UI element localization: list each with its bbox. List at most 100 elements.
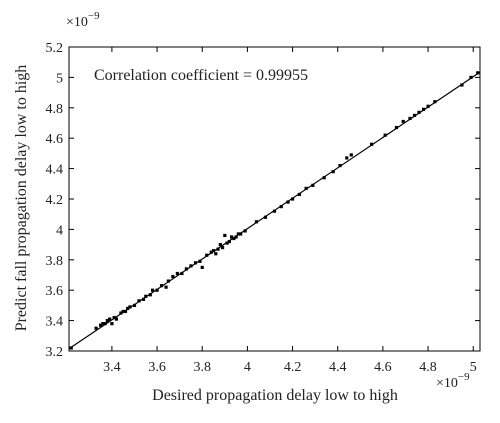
data-point — [123, 309, 128, 314]
x-tick-label: 3.6 — [148, 360, 166, 375]
data-point — [234, 235, 238, 239]
data-point — [155, 288, 159, 292]
data-point — [345, 156, 349, 160]
data-point — [216, 247, 220, 251]
data-point — [175, 271, 179, 276]
data-point — [286, 200, 290, 204]
x-tick-label: 5 — [470, 360, 477, 375]
data-point — [225, 241, 229, 245]
data-point — [426, 104, 430, 108]
y-tick-label: 5.2 — [46, 41, 64, 56]
y-axis-label: Predict fall propagation delay low to hi… — [13, 65, 30, 332]
data-point — [279, 205, 283, 209]
data-point — [211, 249, 216, 253]
data-point — [200, 265, 204, 269]
data-point — [150, 288, 155, 292]
data-point — [394, 125, 399, 130]
data-point — [469, 75, 473, 79]
x-tick-label: 3.4 — [103, 360, 121, 375]
data-point — [69, 346, 73, 350]
data-point — [304, 186, 308, 190]
data-point — [311, 183, 315, 187]
correlation-annotation: Correlation coefficient = 0.99955 — [94, 67, 308, 84]
data-point — [205, 253, 209, 257]
data-point — [236, 232, 240, 236]
x-tick-label: 4 — [244, 360, 251, 375]
data-point — [370, 142, 374, 146]
data-point — [408, 116, 412, 121]
x-tick-label: 4.2 — [284, 360, 302, 375]
data-point — [180, 271, 184, 276]
data-point — [112, 315, 116, 320]
y-tick-label: 4.6 — [46, 132, 64, 147]
x-axis-label: Desired propagation delay low to high — [152, 387, 398, 404]
data-point — [193, 261, 198, 265]
data-point — [164, 285, 168, 289]
data-point — [103, 322, 107, 326]
data-point — [460, 83, 464, 87]
y-tick-label: 5 — [56, 71, 63, 86]
data-point — [171, 274, 175, 279]
data-point — [433, 100, 437, 104]
data-point — [263, 215, 268, 219]
data-point — [338, 163, 342, 168]
data-point — [101, 322, 105, 326]
data-point — [144, 294, 148, 298]
data-point — [349, 153, 353, 157]
data-point — [108, 317, 112, 321]
data-point — [272, 209, 277, 213]
data-point — [229, 235, 234, 239]
data-point — [232, 236, 236, 241]
data-point — [218, 243, 222, 247]
data-point — [110, 322, 114, 326]
y-tick-label: 3.2 — [46, 345, 64, 360]
data-point — [132, 303, 137, 307]
data-point — [148, 293, 152, 297]
data-point — [412, 113, 417, 117]
y-tick-label: 4.4 — [46, 163, 64, 178]
data-point — [322, 176, 326, 180]
data-point — [99, 323, 103, 327]
data-point — [383, 133, 387, 137]
x-tick-label: 4.6 — [374, 360, 392, 375]
y-axis-multiplier: ×10−9 — [66, 10, 100, 30]
x-axis-multiplier: ×10−9 — [436, 371, 470, 391]
data-point — [331, 170, 335, 174]
data-point — [421, 107, 426, 111]
x-tick-label: 4.8 — [419, 360, 437, 375]
data-point — [119, 311, 123, 315]
y-tick-label: 4 — [56, 223, 63, 238]
data-point — [159, 284, 164, 288]
data-point — [227, 239, 231, 244]
data-point — [121, 309, 125, 314]
data-point — [105, 319, 109, 323]
ticks-group: 3.4 3.6 3.8 4 4.2 4.4 4.6 4.8 5 3.2 3.4 3.6 3.8 4 4.2 4… — [46, 41, 480, 375]
data-point — [137, 299, 141, 303]
y-tick-label: 3.8 — [46, 254, 64, 269]
data-point — [243, 229, 247, 233]
data-point — [401, 119, 405, 124]
data-point — [128, 305, 132, 309]
x-tick-label: 4.4 — [329, 360, 347, 375]
data-point — [417, 110, 421, 114]
y-tick-label: 4.2 — [46, 193, 64, 208]
data-point — [166, 279, 170, 283]
data-point — [297, 192, 301, 197]
data-point — [223, 233, 227, 238]
y-tick-label: 3.6 — [46, 284, 64, 299]
y-tick-label: 3.4 — [46, 315, 64, 330]
x-tick-label: 3.8 — [193, 360, 211, 375]
data-point — [126, 306, 130, 311]
data-point — [114, 317, 119, 321]
data-points — [69, 71, 480, 350]
data-point — [214, 252, 218, 256]
data-point — [290, 197, 295, 201]
data-point — [476, 71, 480, 75]
data-point — [254, 220, 259, 224]
data-point — [141, 297, 146, 301]
data-point — [94, 326, 98, 330]
data-point — [198, 259, 202, 263]
data-point — [189, 264, 193, 268]
data-point — [239, 232, 243, 236]
